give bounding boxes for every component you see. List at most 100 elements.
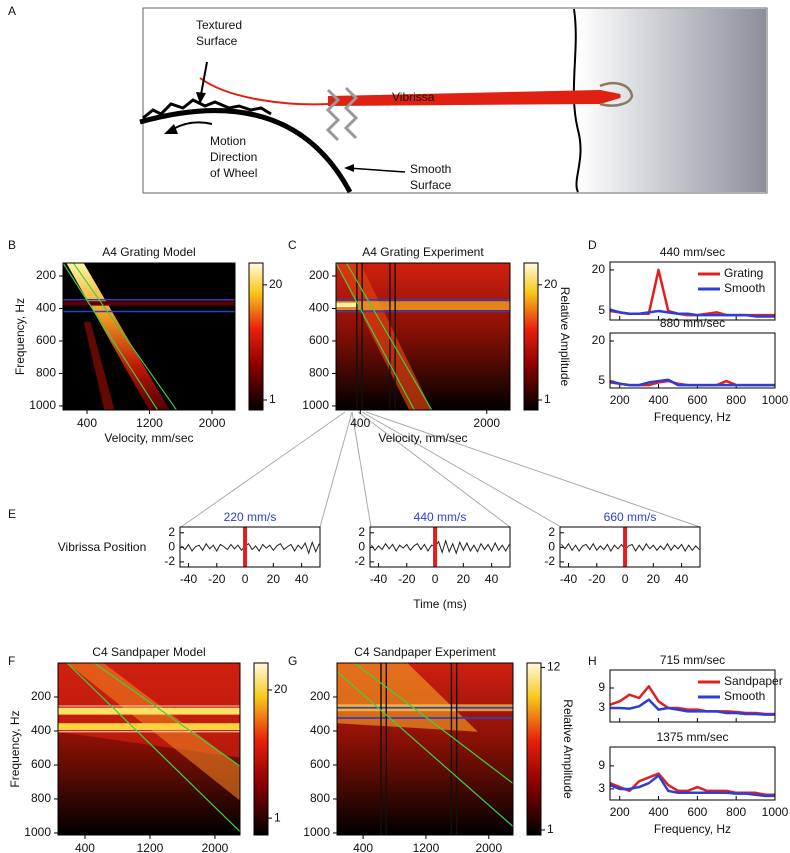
y-tick-label: 800	[309, 366, 329, 380]
x-tick-label: 400	[350, 416, 370, 430]
y-tick-label: 0	[168, 540, 175, 554]
colorbar	[526, 662, 542, 836]
colorbar	[523, 262, 539, 411]
colorbar-tick-label: 1	[274, 810, 281, 824]
event-marker	[243, 527, 248, 567]
label-motion: Direction	[210, 150, 257, 164]
spectrum-line	[609, 774, 775, 798]
panel-title: A4 Grating Experiment	[362, 245, 484, 259]
y-tick-label: 200	[310, 689, 330, 703]
plot-title: 1375 mm/sec	[656, 730, 728, 744]
panel-title: C4 Sandpaper Experiment	[354, 645, 496, 659]
colorbar-tick-label: 1	[547, 822, 554, 836]
label-textured: Textured	[196, 18, 242, 32]
y-tick-label: -2	[354, 554, 365, 568]
plot-title: 880 mm/sec	[660, 316, 725, 330]
x-tick-label: 400	[649, 805, 669, 819]
x-axis-label: Time (ms)	[413, 597, 467, 611]
x-tick-label: 2000	[475, 841, 502, 853]
panel-letter: E	[8, 507, 16, 521]
colorbar-tick-label: 20	[544, 277, 558, 291]
y-tick-label: 400	[36, 301, 56, 315]
x-tick-label: 20	[457, 572, 471, 586]
colorbar-label: Relative Amplitude	[558, 287, 572, 387]
y-tick-label: 5	[598, 303, 605, 317]
panel-letter: D	[588, 238, 597, 252]
x-tick-label: -20	[208, 572, 226, 586]
legend-label: Grating	[724, 266, 763, 280]
panel-letter: F	[8, 654, 15, 668]
plot-frame	[609, 746, 776, 801]
plot-frame	[179, 526, 321, 568]
x-tick-label: 40	[675, 572, 689, 586]
colorbar-label: Relative Amplitude	[561, 699, 575, 799]
colorbar-tick-label: 1	[269, 392, 276, 406]
x-tick-label: 600	[687, 805, 707, 819]
label-smooth: Surface	[410, 178, 452, 192]
x-tick-label: 1200	[137, 841, 164, 853]
trace-line	[561, 542, 700, 553]
y-axis-label: Frequency, Hz	[13, 298, 27, 375]
y-tick-label: 3	[598, 700, 605, 714]
x-tick-label: 40	[485, 572, 499, 586]
y-tick-label: 2	[358, 525, 365, 539]
colorbar-tick-label: 20	[269, 277, 283, 291]
x-axis-label: Velocity, mm/sec	[104, 431, 193, 445]
panel-letter: C	[288, 238, 297, 252]
plot-frame	[609, 261, 776, 321]
y-tick-label: 9	[598, 680, 605, 694]
heatmap-frame	[57, 662, 241, 836]
x-tick-label: 800	[726, 805, 746, 819]
colorbar-tick-label: 12	[547, 660, 561, 674]
x-axis-label: Frequency, Hz	[654, 822, 731, 836]
y-tick-label: 2	[548, 525, 555, 539]
label-smooth: Smooth	[410, 162, 451, 176]
colorbar-tick-label: 1	[544, 392, 551, 406]
plot-frame	[609, 332, 776, 389]
y-axis-label: Frequency, Hz	[8, 710, 22, 787]
x-tick-label: 1200	[413, 841, 440, 853]
x-tick-label: 1000	[762, 805, 789, 819]
heatmap-frame	[335, 262, 511, 411]
trace-line	[371, 539, 510, 555]
panel-letter: A	[8, 4, 16, 18]
y-tick-label: 200	[31, 689, 51, 703]
x-tick-label: 200	[610, 805, 630, 819]
plot-frame	[559, 526, 701, 568]
y-tick-label: 400	[309, 301, 329, 315]
plot-title: 660 mm/s	[604, 510, 657, 524]
x-tick-label: 400	[353, 841, 373, 853]
plot-frame	[609, 669, 776, 723]
y-tick-label: 0	[548, 540, 555, 554]
x-tick-label: 400	[75, 841, 95, 853]
spectrum-line	[609, 772, 775, 796]
y-tick-label: 3	[598, 781, 605, 795]
y-tick-label: 600	[309, 333, 329, 347]
x-tick-label: -20	[398, 572, 416, 586]
label-textured: Surface	[196, 34, 238, 48]
x-axis-label: Frequency, Hz	[654, 410, 731, 424]
legend-label: Sandpaper	[724, 674, 783, 688]
x-tick-label: 1000	[762, 393, 789, 407]
y-tick-label: 1000	[303, 825, 330, 839]
heatmap-frame	[62, 262, 236, 411]
y-tick-label: 400	[31, 723, 51, 737]
y-tick-label: 20	[592, 333, 606, 347]
y-tick-label: 1000	[29, 398, 56, 412]
colorbar-tick-label: 20	[274, 682, 288, 696]
y-tick-label: 1000	[302, 398, 329, 412]
x-tick-label: 400	[649, 393, 669, 407]
x-tick-label: 2000	[199, 416, 226, 430]
spectrum-line	[609, 308, 775, 318]
y-tick-label: 600	[31, 757, 51, 771]
x-tick-label: -20	[588, 572, 606, 586]
y-tick-label: 20	[592, 262, 606, 276]
y-tick-label: 800	[36, 366, 56, 380]
x-axis-label: Velocity, mm/sec	[378, 431, 467, 445]
label-motion: of Wheel	[210, 166, 257, 180]
x-tick-label: 0	[622, 572, 629, 586]
plot-title: 440 mm/s	[414, 510, 467, 524]
event-marker	[433, 527, 438, 567]
x-tick-label: -40	[560, 572, 578, 586]
